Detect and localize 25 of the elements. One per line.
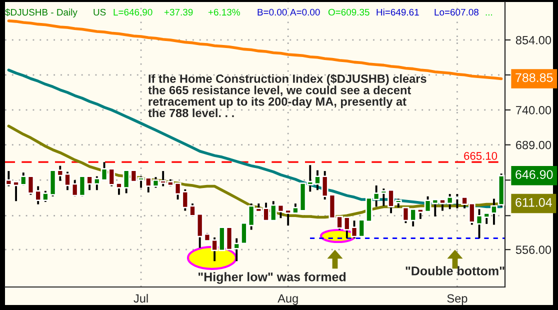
annotation: B=0.00 bbox=[258, 8, 287, 16]
x-tick-label: Jul bbox=[134, 294, 148, 303]
annotation: +37.39 bbox=[164, 8, 193, 16]
x-tick-label: Aug bbox=[278, 294, 298, 305]
y-tick-label: 556.00 bbox=[516, 246, 552, 254]
annotation: O=609.35 bbox=[328, 8, 370, 16]
annotation: L=646.90 bbox=[114, 8, 152, 16]
y-tick-label: 740.00 bbox=[516, 106, 552, 114]
annotation: Lo=607.08 bbox=[434, 8, 478, 16]
x-tick-label: Sep bbox=[447, 294, 468, 305]
annotation: If the Home Construction Index ($DJUSHB) clears the 665 resistance level, we could see a decent retracement up to its 200-day MA, presently at the 788 level. . . bbox=[148, 74, 426, 118]
annotation: "Higher low" was formed bbox=[198, 272, 346, 284]
annotation: +6.13% bbox=[208, 8, 240, 16]
annotation: US bbox=[94, 8, 106, 16]
text: $DJUSHB - Daily bbox=[5, 8, 78, 18]
y-tick-label: 689.00 bbox=[516, 140, 552, 150]
text: 788.85 bbox=[516, 73, 553, 82]
annotation: Hi=649.61 bbox=[376, 8, 419, 16]
y-tick-label: 854.00 bbox=[516, 36, 552, 44]
annotation: "Double bottom" bbox=[406, 266, 504, 276]
text: 611.04 bbox=[516, 198, 552, 207]
ref-line-label: 665.10 bbox=[464, 152, 498, 160]
annotation: A=0.00 bbox=[290, 8, 320, 16]
text: 646.90 bbox=[516, 170, 553, 179]
annotation: ... bbox=[486, 14, 492, 16]
